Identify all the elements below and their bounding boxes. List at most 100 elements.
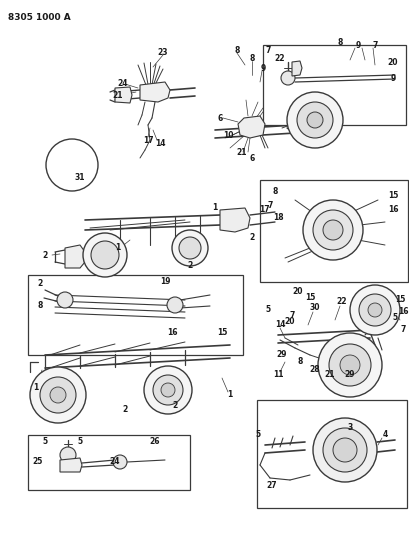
Bar <box>262 45 405 125</box>
Text: 27: 27 <box>266 481 276 490</box>
Circle shape <box>322 428 366 472</box>
Circle shape <box>144 366 191 414</box>
Text: 1: 1 <box>212 204 217 213</box>
Text: 31: 31 <box>74 173 85 182</box>
Text: 5: 5 <box>255 431 260 440</box>
Circle shape <box>161 383 175 397</box>
Text: 8: 8 <box>37 301 43 310</box>
Text: 2: 2 <box>122 406 127 415</box>
Circle shape <box>83 233 127 277</box>
Text: 25: 25 <box>33 457 43 466</box>
Text: 22: 22 <box>274 53 285 62</box>
Circle shape <box>50 387 66 403</box>
Text: 6: 6 <box>249 154 254 163</box>
Circle shape <box>60 447 76 463</box>
Text: 5: 5 <box>77 438 82 447</box>
Polygon shape <box>291 61 301 76</box>
Text: 18: 18 <box>272 214 283 222</box>
Circle shape <box>179 237 200 259</box>
Text: 11: 11 <box>272 370 283 379</box>
Circle shape <box>30 367 86 423</box>
Circle shape <box>91 241 119 269</box>
Text: 17: 17 <box>142 135 153 144</box>
Text: 23: 23 <box>157 47 168 56</box>
Text: 14: 14 <box>154 139 165 148</box>
Circle shape <box>166 297 182 313</box>
Bar <box>28 275 243 355</box>
Text: 1: 1 <box>227 391 232 400</box>
Text: 21: 21 <box>112 91 123 100</box>
Text: 7: 7 <box>265 45 270 54</box>
Text: 30: 30 <box>309 303 319 312</box>
Text: 7: 7 <box>289 311 294 320</box>
Text: 4: 4 <box>382 431 387 440</box>
Text: 7: 7 <box>399 326 405 335</box>
Text: 28: 28 <box>309 366 319 375</box>
Circle shape <box>328 344 370 386</box>
Text: 29: 29 <box>344 370 354 379</box>
Text: 6: 6 <box>217 114 222 123</box>
Text: 22: 22 <box>336 297 346 306</box>
Text: 8: 8 <box>272 188 277 197</box>
Polygon shape <box>139 82 170 102</box>
Circle shape <box>57 292 73 308</box>
Polygon shape <box>60 458 82 472</box>
Text: 7: 7 <box>371 41 377 50</box>
Circle shape <box>332 438 356 462</box>
Text: 5: 5 <box>391 313 397 322</box>
Text: 29: 29 <box>276 351 287 359</box>
Polygon shape <box>220 208 249 232</box>
Circle shape <box>367 303 381 317</box>
Text: 8: 8 <box>249 53 254 62</box>
Polygon shape <box>237 116 264 138</box>
Text: 5: 5 <box>43 438 47 447</box>
Bar <box>256 400 406 508</box>
Text: 8: 8 <box>234 45 239 54</box>
Circle shape <box>286 92 342 148</box>
Text: 19: 19 <box>160 278 170 287</box>
Circle shape <box>172 230 207 266</box>
Circle shape <box>312 418 376 482</box>
Text: 9: 9 <box>260 63 265 72</box>
Bar <box>259 180 407 282</box>
Text: 2: 2 <box>37 279 43 288</box>
Text: 15: 15 <box>394 295 404 304</box>
Circle shape <box>40 377 76 413</box>
Text: 7: 7 <box>267 200 272 209</box>
Circle shape <box>302 200 362 260</box>
Text: 9: 9 <box>355 41 360 50</box>
Text: 2: 2 <box>172 401 177 410</box>
Text: 15: 15 <box>387 191 397 200</box>
Text: 8: 8 <box>337 37 342 46</box>
Circle shape <box>46 139 98 191</box>
Text: 20: 20 <box>284 318 294 327</box>
Circle shape <box>296 102 332 138</box>
Circle shape <box>339 355 359 375</box>
Circle shape <box>317 333 381 397</box>
Polygon shape <box>115 87 132 103</box>
Text: 17: 17 <box>258 206 269 214</box>
Text: 2: 2 <box>42 251 47 260</box>
Text: 24: 24 <box>110 457 120 466</box>
Polygon shape <box>65 245 85 268</box>
Text: 14: 14 <box>274 320 285 329</box>
Text: 8305 1000 A: 8305 1000 A <box>8 13 71 22</box>
Circle shape <box>113 455 127 469</box>
Text: 21: 21 <box>236 148 247 157</box>
Text: 20: 20 <box>387 58 397 67</box>
Circle shape <box>280 71 294 85</box>
Circle shape <box>153 375 182 405</box>
Text: 21: 21 <box>324 370 335 379</box>
Text: 3: 3 <box>346 424 352 432</box>
Bar <box>28 435 189 490</box>
Circle shape <box>312 210 352 250</box>
Text: 26: 26 <box>149 438 160 447</box>
Circle shape <box>306 112 322 128</box>
Text: 24: 24 <box>117 78 128 87</box>
Text: 20: 20 <box>292 287 303 296</box>
Circle shape <box>358 294 390 326</box>
Text: 1: 1 <box>33 384 38 392</box>
Text: 15: 15 <box>216 328 227 337</box>
Text: 5: 5 <box>265 305 270 314</box>
Text: 1: 1 <box>115 244 120 253</box>
